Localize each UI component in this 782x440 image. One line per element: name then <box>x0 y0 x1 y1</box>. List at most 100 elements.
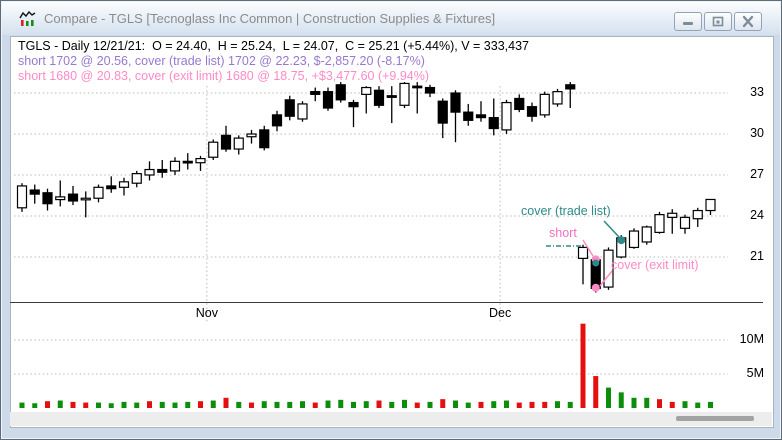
candle-body <box>565 84 576 90</box>
minimize-button[interactable] <box>674 12 702 31</box>
candle-body <box>577 246 589 259</box>
volume-bar <box>606 387 611 408</box>
candle-body <box>42 192 53 205</box>
trade-fill-marker <box>592 259 600 267</box>
volume-bar <box>223 397 229 408</box>
candle-body <box>67 193 79 202</box>
candle-body <box>259 129 270 149</box>
candle-body <box>106 185 117 190</box>
candle-body <box>526 106 538 117</box>
candle-body <box>628 230 640 249</box>
trade1-summary-line: short 1702 @ 20.56, cover (trade list) 1… <box>18 54 425 68</box>
volume-bar <box>644 397 650 408</box>
candle-body <box>488 117 499 130</box>
candle-body <box>195 158 206 164</box>
volume-bar <box>185 401 191 408</box>
volume-bar <box>134 402 140 408</box>
price-axis-label: 21 <box>750 249 764 263</box>
scrollbar-thumb[interactable] <box>676 416 754 421</box>
candle-body <box>514 97 525 111</box>
candle-body <box>603 249 614 288</box>
volume-bar <box>453 400 458 408</box>
price-axis-label: 30 <box>750 126 764 140</box>
candle-body <box>552 91 563 105</box>
volume-bar <box>682 401 688 408</box>
volume-bar <box>274 401 280 408</box>
close-icon <box>742 15 754 28</box>
volume-bar <box>567 401 573 408</box>
candle-body <box>412 85 423 89</box>
candle-body <box>654 214 665 234</box>
volume-bar <box>695 402 701 408</box>
candle-body <box>55 196 66 201</box>
volume-bar <box>427 401 433 408</box>
volume-bar <box>414 402 420 408</box>
candle-body <box>93 186 104 199</box>
candle-body <box>220 134 232 150</box>
volume-bar <box>287 401 293 408</box>
volume-bar <box>32 403 38 408</box>
candle-body <box>361 86 372 95</box>
scrollbar-track[interactable] <box>10 412 772 426</box>
candle-body <box>131 173 142 184</box>
trade-fill-marker <box>617 236 626 245</box>
titlebar[interactable]: Compare - TGLS [Tecnoglass Inc Common | … <box>2 2 780 35</box>
volume-bar <box>440 399 446 408</box>
candle-body <box>348 101 359 108</box>
candle-body <box>450 92 461 113</box>
close-button[interactable] <box>734 12 762 31</box>
volume-bar <box>402 399 407 408</box>
candle-body <box>373 89 385 106</box>
volume-bar <box>325 400 331 408</box>
volume-bar <box>618 392 624 408</box>
candle-body <box>539 93 550 116</box>
candle-body <box>246 133 257 138</box>
candle-body <box>475 114 487 119</box>
candle-body <box>169 160 181 172</box>
maximize-icon <box>712 16 724 27</box>
candle-body <box>463 111 474 121</box>
candle-body <box>322 91 334 109</box>
candle-body <box>679 216 691 229</box>
candle-body <box>284 99 295 117</box>
volume-bar <box>593 376 599 408</box>
candle-body <box>80 197 91 201</box>
volume-bar <box>45 401 50 408</box>
candle-body <box>335 84 346 101</box>
volume-axis-label: 5M <box>746 366 764 380</box>
volume-bar <box>147 401 152 408</box>
volume-bar <box>96 402 101 408</box>
volume-bar <box>478 401 484 408</box>
volume-bar <box>57 400 63 408</box>
maximize-button[interactable] <box>704 12 732 31</box>
candle-body <box>271 114 283 127</box>
volume-bar <box>389 401 395 408</box>
volume-bar <box>338 399 344 408</box>
candle-body <box>692 209 703 220</box>
window-title: Compare - TGLS [Tecnoglass Inc Common | … <box>44 11 496 26</box>
trade-pointer-line <box>599 270 613 287</box>
volume-axis-label: 10M <box>739 332 764 346</box>
volume-bar <box>83 402 89 408</box>
volume-bar <box>210 400 216 408</box>
candle-body <box>118 181 130 188</box>
volume-bar <box>657 399 662 408</box>
candle-body <box>208 141 219 158</box>
month-label: Dec <box>489 306 512 320</box>
volume-bar <box>516 402 522 408</box>
volume-bar <box>351 401 356 408</box>
candle-body <box>424 86 436 94</box>
volume-bar <box>363 401 369 408</box>
trade2-summary-line: short 1680 @ 20.83, cover (exit limit) 1… <box>18 69 430 83</box>
volume-bar <box>172 402 178 408</box>
volume-bar <box>504 400 509 408</box>
volume-bar <box>669 401 675 408</box>
volume-bar <box>108 403 114 408</box>
month-label: Nov <box>195 306 218 320</box>
candle-body <box>157 168 168 173</box>
volume-bar <box>300 401 305 408</box>
cover-exit-limit-label: cover (exit limit) <box>611 258 699 272</box>
volume-bar <box>376 400 382 408</box>
volume-bar <box>491 401 497 408</box>
